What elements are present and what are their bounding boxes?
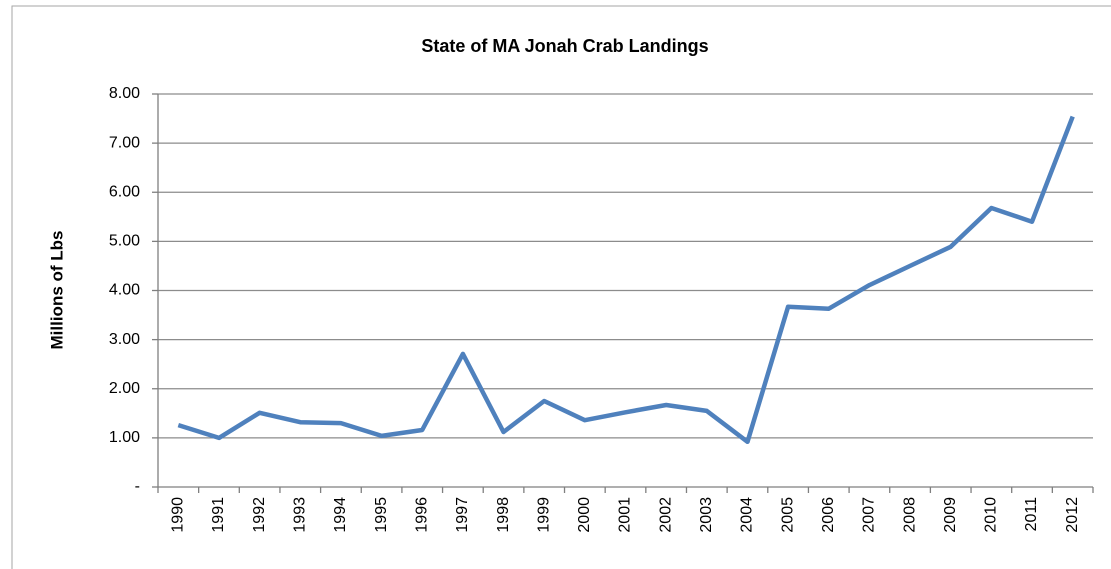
x-tick-label: 2010 — [983, 497, 1000, 533]
x-tick-label: 2006 — [820, 497, 837, 533]
x-tick-label: 1992 — [251, 497, 268, 533]
y-tick-label: 7.00 — [109, 134, 140, 151]
y-tick-label: 3.00 — [109, 331, 140, 348]
x-tick-label: 2001 — [617, 497, 634, 533]
x-tick-label: 2003 — [698, 497, 715, 533]
x-tick-label: 2007 — [861, 497, 878, 533]
chart-frame — [11, 5, 1111, 569]
x-tick-label: 2000 — [576, 497, 593, 533]
y-tick-label: - — [135, 478, 140, 495]
x-tick-label: 1998 — [495, 497, 512, 533]
y-tick-label: 2.00 — [109, 380, 140, 397]
x-tick-label: 1997 — [454, 497, 471, 533]
x-tick-label: 2004 — [739, 497, 756, 533]
y-axis-title: Millions of Lbs — [47, 231, 66, 350]
x-tick-label: 1999 — [535, 497, 552, 533]
data-line — [177, 115, 1075, 445]
y-tick-label: 6.00 — [109, 183, 140, 200]
y-tick-label: 8.00 — [109, 85, 140, 102]
x-tick-label: 1990 — [170, 497, 187, 533]
chart-title: State of MA Jonah Crab Landings — [421, 36, 708, 56]
x-tick-label: 1996 — [413, 497, 430, 533]
x-tick-label: 1994 — [332, 497, 349, 533]
x-tick-label: 1993 — [292, 497, 309, 533]
x-tick-label: 1991 — [210, 497, 227, 533]
y-tick-label: 4.00 — [109, 282, 140, 299]
x-tick-label: 2009 — [942, 497, 959, 533]
x-tick-label: 1995 — [373, 497, 390, 533]
y-tick-label: 1.00 — [109, 429, 140, 446]
x-tick-label: 2005 — [779, 497, 796, 533]
x-tick-label: 2012 — [1064, 497, 1081, 533]
y-tick-label: 5.00 — [109, 233, 140, 250]
x-tick-label: 2008 — [901, 497, 918, 533]
x-tick-label: 2002 — [657, 497, 674, 533]
x-tick-label: 2011 — [1023, 497, 1040, 532]
